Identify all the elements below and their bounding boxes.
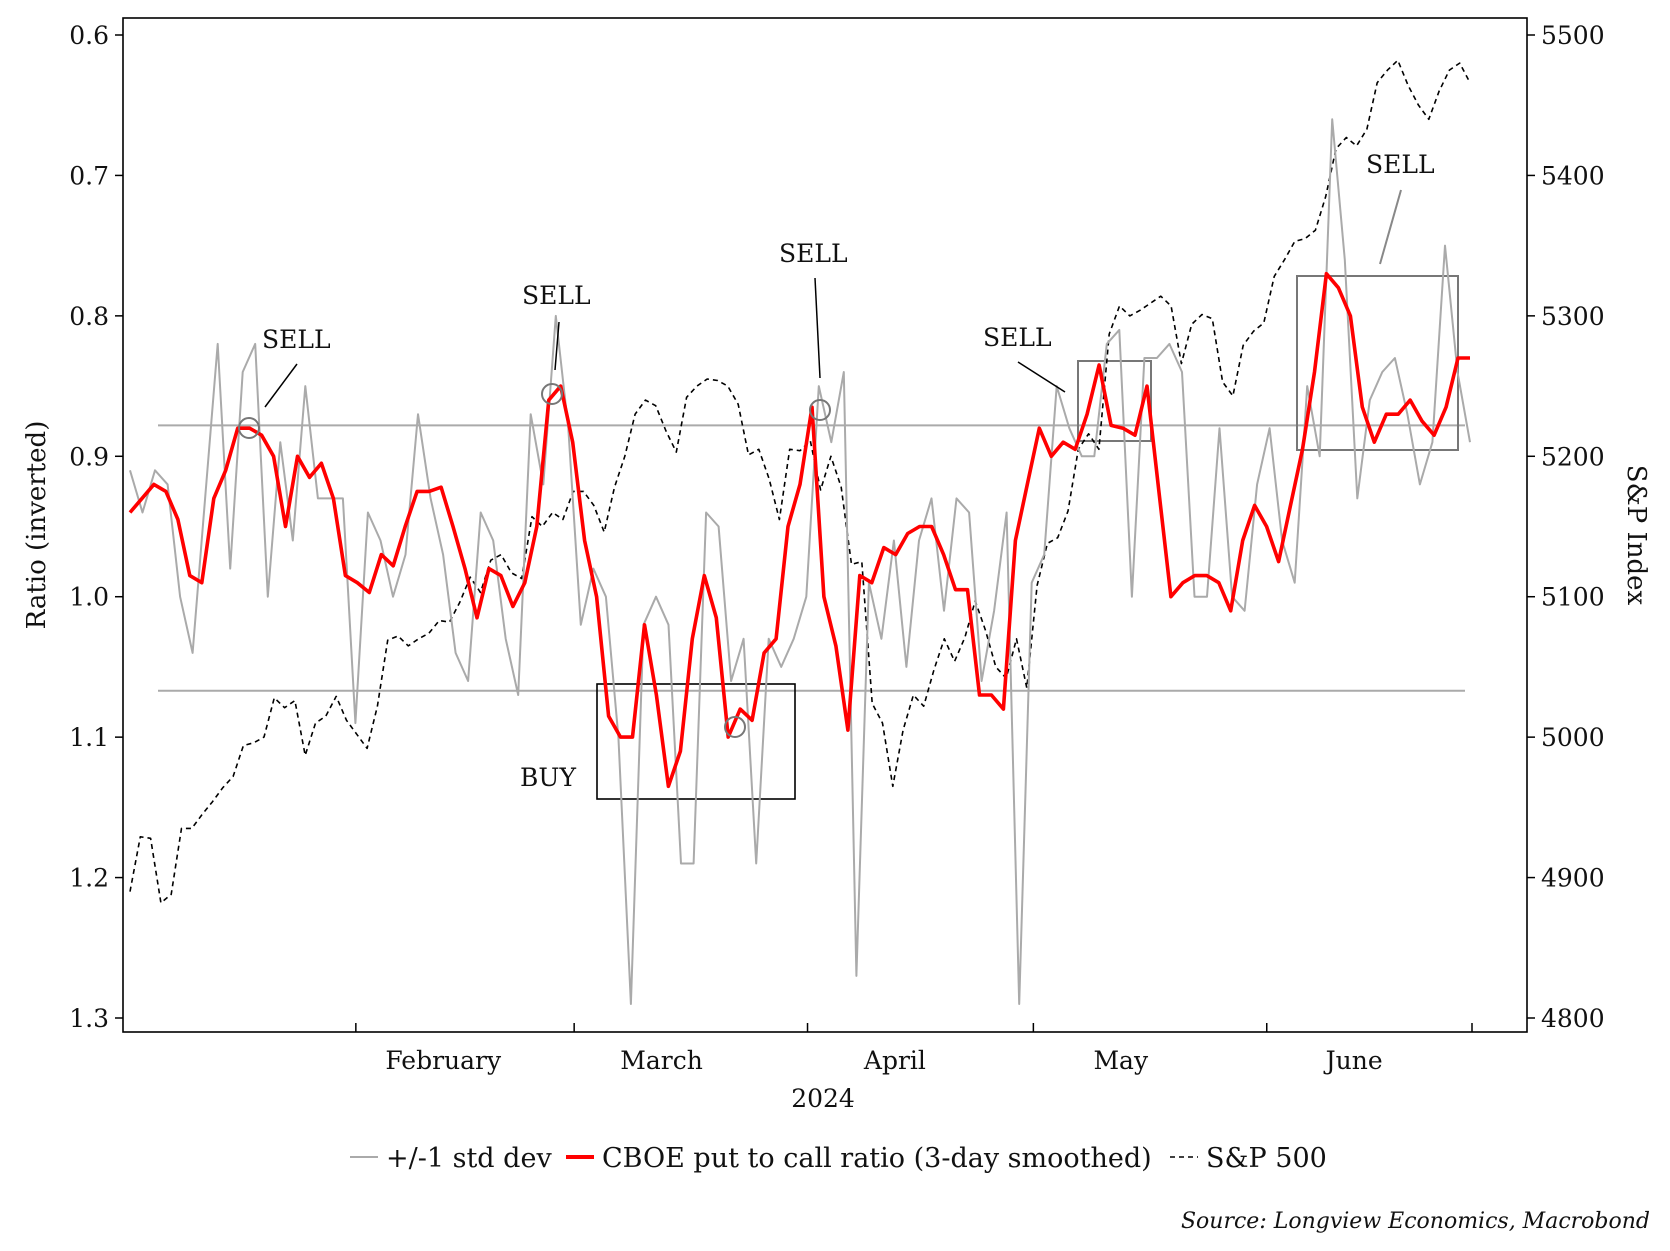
legend-label: CBOE put to call ratio (3-day smoothed) [602, 1143, 1152, 1174]
y-left-tick-label: 1.2 [69, 864, 109, 893]
y-right-tick-label: 5500 [1541, 21, 1605, 50]
y-right-tick-label: 5400 [1541, 161, 1605, 190]
sell-leader-line [1379, 189, 1402, 265]
sell-annotation: SELL [983, 323, 1052, 352]
y-axis-title-left: Ratio (inverted) [22, 421, 52, 630]
y-left-tick-label: 1.3 [69, 1004, 109, 1033]
y-right-tick-label: 4800 [1541, 1004, 1605, 1033]
sell-leader-line [554, 321, 560, 371]
sell-leader-line [264, 363, 298, 408]
y-left-tick-label: 1.1 [69, 723, 109, 752]
plot-frame [122, 17, 1528, 1033]
signal-circle [724, 716, 746, 738]
signal-circle [238, 417, 260, 439]
y-right-tick-label: 5100 [1541, 583, 1605, 612]
buy-annotation: BUY [520, 763, 576, 792]
y-axis-title-right: S&P Index [1621, 465, 1651, 606]
x-axis-year-label: 2024 [791, 1084, 855, 1113]
legend-label: +/-1 std dev [386, 1143, 552, 1174]
y-left-tick-label: 0.7 [69, 161, 109, 190]
sell-zone-box-may [1077, 360, 1152, 442]
y-right-tick-label: 5200 [1541, 442, 1605, 471]
y-left-tick-label: 0.6 [69, 21, 109, 50]
y-right-tick-label: 5300 [1541, 302, 1605, 331]
sell-annotation: SELL [262, 325, 331, 354]
signal-circle [541, 383, 563, 405]
x-tick-label: June [1323, 1046, 1383, 1075]
y-right-tick-label: 4900 [1541, 864, 1605, 893]
put-call-ratio-line [128, 271, 1470, 789]
legend-label: S&P 500 [1206, 1143, 1327, 1174]
y-right-tick-label: 5000 [1541, 723, 1605, 752]
x-tick-label: March [620, 1046, 703, 1075]
x-tick-label: May [1093, 1046, 1149, 1075]
y-left-tick-label: 1.0 [69, 583, 109, 612]
sell-annotation: SELL [779, 239, 848, 268]
y-left-tick-label: 0.8 [69, 302, 109, 331]
source-note: Source: Longview Economics, Macrobond [1181, 1209, 1650, 1234]
signal-circle [809, 399, 831, 421]
sell-leader-line [814, 277, 821, 379]
std-dev-series-line [129, 118, 1471, 1005]
x-tick-label: February [385, 1046, 502, 1075]
sell-leader-line [1017, 361, 1066, 393]
x-tick-label: April [863, 1046, 926, 1075]
spx-series-line [129, 59, 1471, 904]
y-left-tick-label: 0.9 [69, 442, 109, 471]
sell-annotation: SELL [522, 281, 591, 310]
sell-annotation: SELL [1366, 150, 1435, 179]
